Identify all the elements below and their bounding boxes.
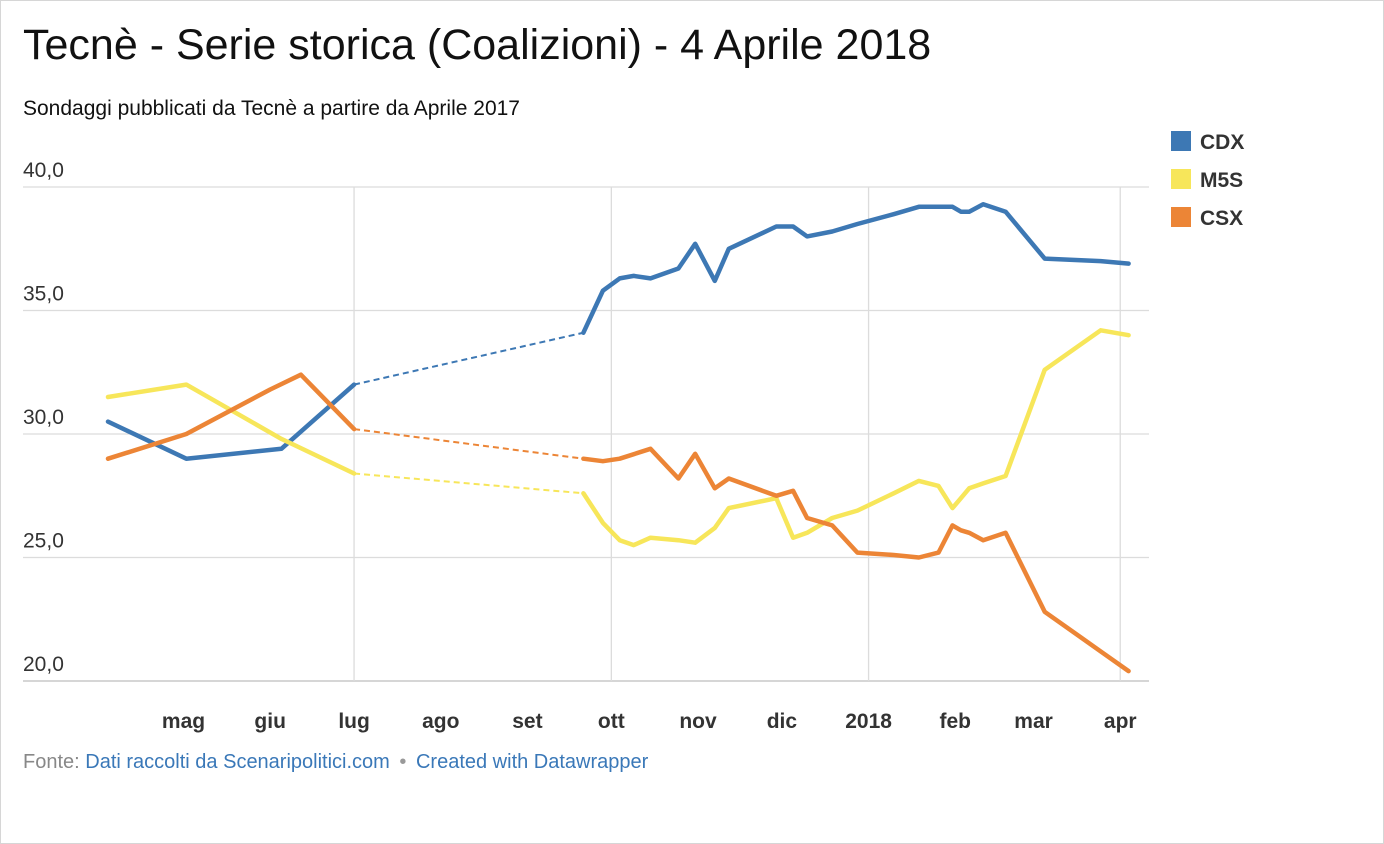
y-axis-labels: 20,0 25,0 30,0 35,0 40,0 — [23, 159, 64, 676]
y-tick-label: 20,0 — [23, 653, 64, 676]
source-link[interactable]: Dati raccolti da Scenaripolitici.com — [85, 751, 390, 773]
series-line-csx — [581, 446, 1131, 674]
source-separator: • — [399, 751, 407, 773]
legend-swatch-csx — [1171, 207, 1191, 227]
x-tick-label: ott — [598, 710, 625, 733]
legend-label-m5s: M5S — [1200, 169, 1243, 192]
y-tick-label: 40,0 — [23, 159, 64, 182]
legend: CDX M5S CSX — [1171, 131, 1244, 230]
y-tick-label: 30,0 — [23, 406, 64, 429]
x-tick-label: mag — [162, 710, 205, 733]
series-line-csx — [105, 372, 357, 461]
series-line-m5s — [581, 328, 1131, 548]
x-tick-label: 2018 — [845, 710, 892, 733]
x-tick-label: ago — [422, 710, 459, 733]
x-tick-label: nov — [679, 710, 717, 733]
x-tick-label: lug — [338, 710, 370, 733]
x-axis-labels: mag giu lug ago set ott nov dic 2018 feb mar apr — [162, 710, 1137, 733]
series-gap-cdx — [353, 331, 584, 386]
x-tick-label: set — [512, 710, 542, 733]
x-tick-label: giu — [254, 710, 286, 733]
source-line: Fonte: Dati raccolti da Scenaripolitici.… — [23, 751, 648, 774]
legend-swatch-m5s — [1171, 169, 1191, 189]
y-tick-label: 25,0 — [23, 530, 64, 553]
x-tick-label: mar — [1014, 710, 1053, 733]
series-gap-csx — [353, 428, 584, 460]
x-tick-label: dic — [767, 710, 798, 733]
x-tick-label: apr — [1104, 710, 1137, 733]
series-line-m5s — [105, 382, 357, 476]
series-gap-m5s — [353, 472, 584, 495]
series-line-cdx — [105, 382, 357, 461]
chart-subtitle: Sondaggi pubblicati da Tecnè a partire d… — [23, 97, 520, 120]
x-tick-label: feb — [940, 710, 972, 733]
legend-label-csx: CSX — [1200, 207, 1243, 230]
series-line-cdx — [581, 202, 1131, 335]
legend-label-cdx: CDX — [1200, 131, 1244, 154]
datawrapper-link[interactable]: Created with Datawrapper — [415, 751, 649, 773]
source-label: Fonte: — [23, 751, 80, 773]
chart-title: Tecnè - Serie storica (Coalizioni) - 4 A… — [23, 21, 932, 69]
y-tick-label: 35,0 — [23, 283, 64, 306]
line-chart: 20,0 25,0 30,0 35,0 40,0 mag giu lug ago set ott n… — [23, 131, 1244, 733]
legend-swatch-cdx — [1171, 131, 1191, 151]
grid — [23, 186, 1149, 682]
series-lines — [105, 202, 1131, 674]
